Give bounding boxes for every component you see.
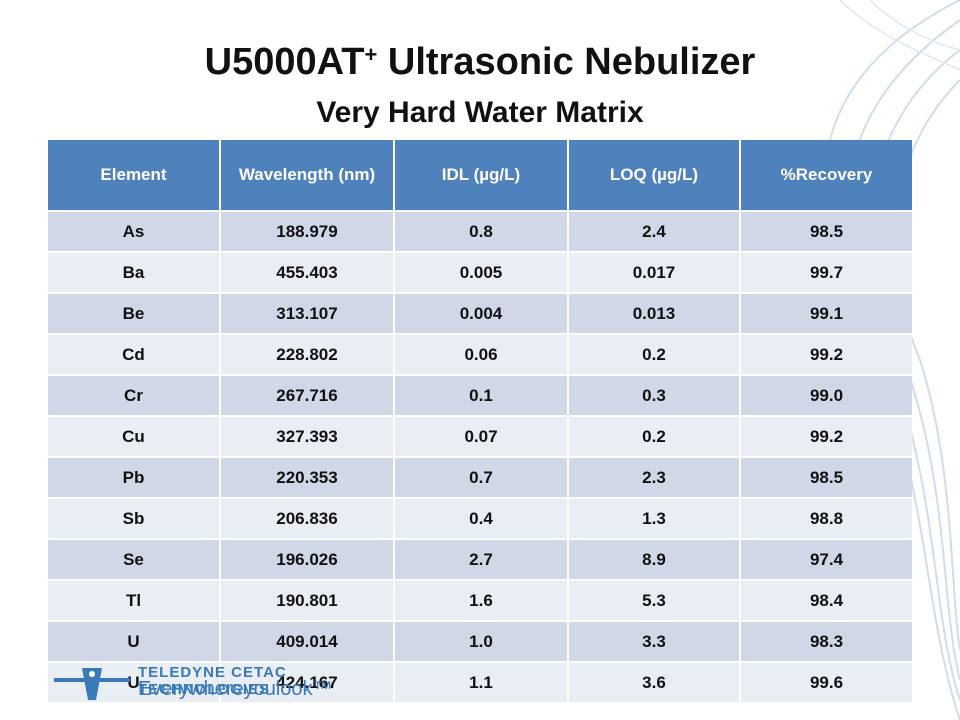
idl-cell: 0.004 — [394, 292, 569, 334]
loq-cell: 2.4 — [568, 210, 741, 252]
column-header-recovery: %Recovery — [740, 140, 912, 211]
idl-cell: 0.4 — [394, 497, 569, 539]
idl-cell: 0.005 — [394, 251, 569, 293]
idl-cell: 1.0 — [394, 620, 569, 662]
recovery-cell: 98.3 — [740, 620, 912, 662]
element-cell: Cu — [48, 415, 221, 457]
loq-cell: 0.013 — [568, 292, 741, 334]
wavelength-cell: 313.107 — [220, 292, 395, 334]
wavelength-cell: 206.836 — [220, 497, 395, 539]
loq-cell: 0.2 — [568, 415, 741, 457]
wavelength-cell: 409.014 — [220, 620, 395, 662]
recovery-cell: 99.6 — [740, 661, 912, 702]
loq-cell: 3.3 — [568, 620, 741, 662]
element-cell: Sb — [48, 497, 221, 539]
idl-cell: 0.06 — [394, 333, 569, 375]
table-row: Se 196.026 2.7 8.9 97.4 — [48, 538, 912, 580]
idl-cell: 2.7 — [394, 538, 569, 580]
wavelength-cell: 424.167 — [220, 661, 395, 702]
recovery-cell: 97.4 — [740, 538, 912, 580]
loq-cell: 0.017 — [568, 251, 741, 293]
idl-cell: 1.6 — [394, 579, 569, 621]
table-row: Cu 327.393 0.07 0.2 99.2 — [48, 415, 912, 457]
wavelength-cell: 196.026 — [220, 538, 395, 580]
table-header-row: Element Wavelength (nm) IDL (µg/L) LOQ (… — [48, 140, 912, 211]
wavelength-cell: 188.979 — [220, 210, 395, 252]
idl-cell: 0.1 — [394, 374, 569, 416]
column-header-idl: IDL (µg/L) — [394, 140, 569, 211]
teledyne-logo-icon — [54, 668, 130, 700]
wavelength-cell: 228.802 — [220, 333, 395, 375]
column-header-loq: LOQ (µg/L) — [568, 140, 741, 211]
recovery-cell: 99.1 — [740, 292, 912, 334]
loq-cell: 8.9 — [568, 538, 741, 580]
table-row: Ba 455.403 0.005 0.017 99.7 — [48, 251, 912, 293]
table-row: Sb 206.836 0.4 1.3 98.8 — [48, 497, 912, 539]
idl-cell: 1.1 — [394, 661, 569, 702]
recovery-cell: 98.4 — [740, 579, 912, 621]
loq-cell: 1.3 — [568, 497, 741, 539]
table-row: Pb 220.353 0.7 2.3 98.5 — [48, 456, 912, 498]
element-cell: As — [48, 210, 221, 252]
idl-cell: 0.07 — [394, 415, 569, 457]
recovery-cell: 98.5 — [740, 210, 912, 252]
column-header-element: Element — [48, 140, 221, 211]
idl-cell: 0.8 — [394, 210, 569, 252]
loq-cell: 5.3 — [568, 579, 741, 621]
page-subtitle: Very Hard Water Matrix — [316, 96, 644, 129]
wavelength-cell: 220.353 — [220, 456, 395, 498]
recovery-cell: 98.5 — [740, 456, 912, 498]
page-title: U5000AT+ Ultrasonic Nebulizer — [204, 41, 756, 83]
company-logo: TELEDYNE CETAC TECHNOLOGIES Everywhereyo… — [50, 664, 410, 704]
results-table: Element Wavelength (nm) IDL (µg/L) LOQ (… — [48, 140, 912, 702]
recovery-cell: 98.8 — [740, 497, 912, 539]
table-body: As 188.979 0.8 2.4 98.5 Ba 455.403 0.005 0.017 99… — [48, 210, 912, 702]
element-cell: Se — [48, 538, 221, 580]
loq-cell: 0.2 — [568, 333, 741, 375]
table-row: Tl 190.801 1.6 5.3 98.4 — [48, 579, 912, 621]
recovery-cell: 99.7 — [740, 251, 912, 293]
element-cell: Be — [48, 292, 221, 334]
table-row: As 188.979 0.8 2.4 98.5 — [48, 210, 912, 252]
idl-cell: 0.7 — [394, 456, 569, 498]
table-row: Be 313.107 0.004 0.013 99.1 — [48, 292, 912, 334]
wavelength-cell: 267.716 — [220, 374, 395, 416]
loq-cell: 3.6 — [568, 661, 741, 702]
brand-tagline: Everywhereyoulook™ — [138, 678, 333, 700]
wavelength-cell: 455.403 — [220, 251, 395, 293]
recovery-cell: 99.2 — [740, 415, 912, 457]
element-cell: Ba — [48, 251, 221, 293]
element-cell: Cd — [48, 333, 221, 375]
loq-cell: 2.3 — [568, 456, 741, 498]
wavelength-cell: 327.393 — [220, 415, 395, 457]
element-cell: Tl — [48, 579, 221, 621]
table-row: Cd 228.802 0.06 0.2 99.2 — [48, 333, 912, 375]
column-header-wavelength: Wavelength (nm) — [220, 140, 395, 211]
table-row: U 409.014 1.0 3.3 98.3 — [48, 620, 912, 662]
brand-name: TELEDYNE CETAC TECHNOLOGIES — [138, 664, 287, 698]
element-cell: U — [48, 620, 221, 662]
element-cell: Pb — [48, 456, 221, 498]
table-row: Cr 267.716 0.1 0.3 99.0 — [48, 374, 912, 416]
recovery-cell: 99.0 — [740, 374, 912, 416]
loq-cell: 0.3 — [568, 374, 741, 416]
element-cell: Cr — [48, 374, 221, 416]
wavelength-cell: 190.801 — [220, 579, 395, 621]
recovery-cell: 99.2 — [740, 333, 912, 375]
